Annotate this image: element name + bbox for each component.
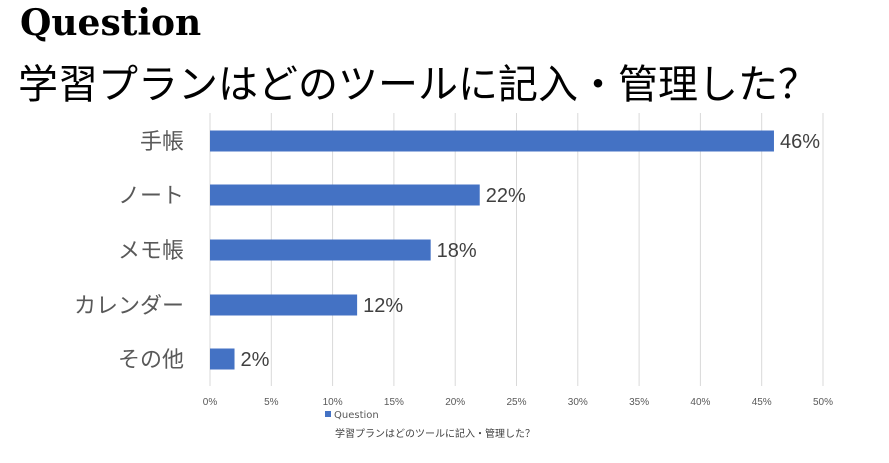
x-tick-label: 15% <box>384 397 404 408</box>
question-title: 学習プランはどのツールに記入・管理した？ <box>18 62 818 108</box>
bar <box>210 130 774 152</box>
legend-label: Question <box>334 410 379 421</box>
x-tick-labels: 0% 5% 10% 15% 20% 25% 30% 35% 40% 45% 50% <box>203 397 833 408</box>
x-tick-label: 10% <box>323 397 343 408</box>
category-label: カレンダー <box>74 294 184 319</box>
category-label: メモ帳 <box>118 239 184 264</box>
x-axis-title: 学習プランはどのツールに記入・管理した？ <box>335 427 535 440</box>
x-tick-label: 25% <box>506 397 526 408</box>
x-tick-label: 50% <box>813 397 833 408</box>
x-tick-label: 5% <box>264 397 279 408</box>
value-label: 22% <box>486 185 526 207</box>
x-tick-label: 0% <box>203 397 218 408</box>
legend: Question <box>325 410 379 421</box>
x-tick-label: 35% <box>629 397 649 408</box>
value-label: 12% <box>363 295 403 317</box>
value-label: 46% <box>780 131 820 153</box>
value-labels: 46% 22% 18% 12% 2% <box>241 131 821 371</box>
x-tick-label: 40% <box>690 397 710 408</box>
x-tick-label: 45% <box>752 397 772 408</box>
category-label: 手帳 <box>140 130 184 155</box>
x-tick-label: 20% <box>445 397 465 408</box>
question-label: Question <box>20 2 202 44</box>
category-label: その他 <box>118 348 184 373</box>
bar <box>210 294 358 316</box>
bar <box>210 184 480 206</box>
bar <box>210 348 235 370</box>
legend-swatch <box>325 411 331 417</box>
x-tick-label: 30% <box>568 397 588 408</box>
value-label: 2% <box>241 349 270 371</box>
value-label: 18% <box>437 240 477 262</box>
bars <box>210 130 774 370</box>
category-label: ノート <box>118 184 184 209</box>
gridlines <box>209 113 824 386</box>
bar <box>210 239 431 261</box>
